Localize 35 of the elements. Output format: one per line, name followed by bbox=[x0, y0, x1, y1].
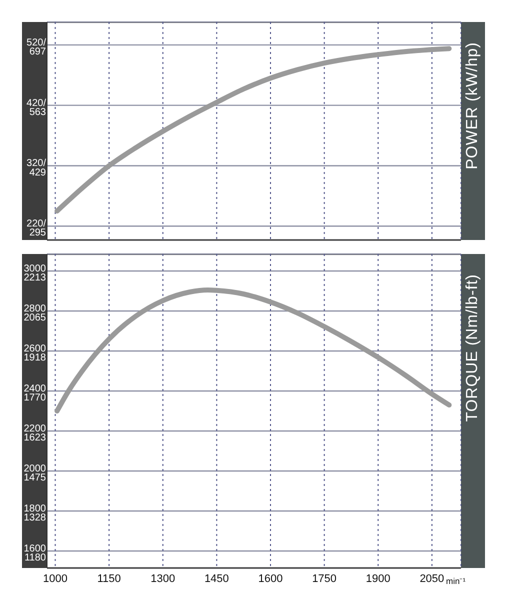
y-tick-label: 220/ bbox=[26, 218, 46, 230]
y-tick-label: 1600 bbox=[24, 544, 46, 554]
y-tick-label: 2800 bbox=[24, 304, 46, 314]
y2-tick-label: 1180 bbox=[24, 552, 46, 564]
y2-tick-label: 1623 bbox=[24, 432, 46, 444]
y2-tick-label: 697 bbox=[29, 46, 46, 58]
x-tick-label: 1750 bbox=[312, 573, 337, 585]
y-tick-label: 3000 bbox=[24, 264, 46, 274]
y2-tick-label: 2213 bbox=[24, 272, 46, 284]
y-tick-label: 420/ bbox=[26, 98, 46, 109]
y2-axis-title: TORQUE (Nm/lb-ft) bbox=[464, 274, 482, 422]
y-tick-label: 2400 bbox=[24, 384, 46, 394]
y-tick-label: 1800 bbox=[24, 504, 46, 514]
y-tick-label: 520/ bbox=[26, 37, 46, 48]
y2-tick-label: 1918 bbox=[24, 352, 46, 364]
y2-tick-label: 2065 bbox=[24, 312, 46, 324]
x-tick-label: 1300 bbox=[150, 573, 176, 585]
y2-axis-title: POWER (kW/hp) bbox=[464, 42, 482, 170]
y2-tick-label: 1475 bbox=[24, 472, 46, 484]
y-tick-label: 2200 bbox=[24, 424, 46, 434]
y-tick-label: 320/ bbox=[26, 158, 46, 170]
x-tick-label: 1150 bbox=[97, 573, 121, 585]
x-tick-label: 1450 bbox=[204, 573, 229, 585]
y-tick-label: 2600 bbox=[24, 344, 46, 354]
y2-tick-label: 1770 bbox=[24, 392, 46, 404]
y2-tick-label: 295 bbox=[29, 228, 46, 239]
y2-tick-label: 563 bbox=[29, 106, 46, 118]
y2-tick-label: 1328 bbox=[24, 512, 46, 524]
x-tick-label: 1900 bbox=[366, 573, 390, 585]
y-tick-label: 2000 bbox=[24, 464, 46, 474]
x-tick-label: 1600 bbox=[258, 573, 283, 585]
x-tick-label: 1000 bbox=[43, 573, 68, 585]
x-tick-label: 2050 bbox=[420, 573, 444, 585]
y2-tick-label: 429 bbox=[29, 167, 46, 178]
x-axis-title: min⁻¹ bbox=[446, 575, 466, 586]
